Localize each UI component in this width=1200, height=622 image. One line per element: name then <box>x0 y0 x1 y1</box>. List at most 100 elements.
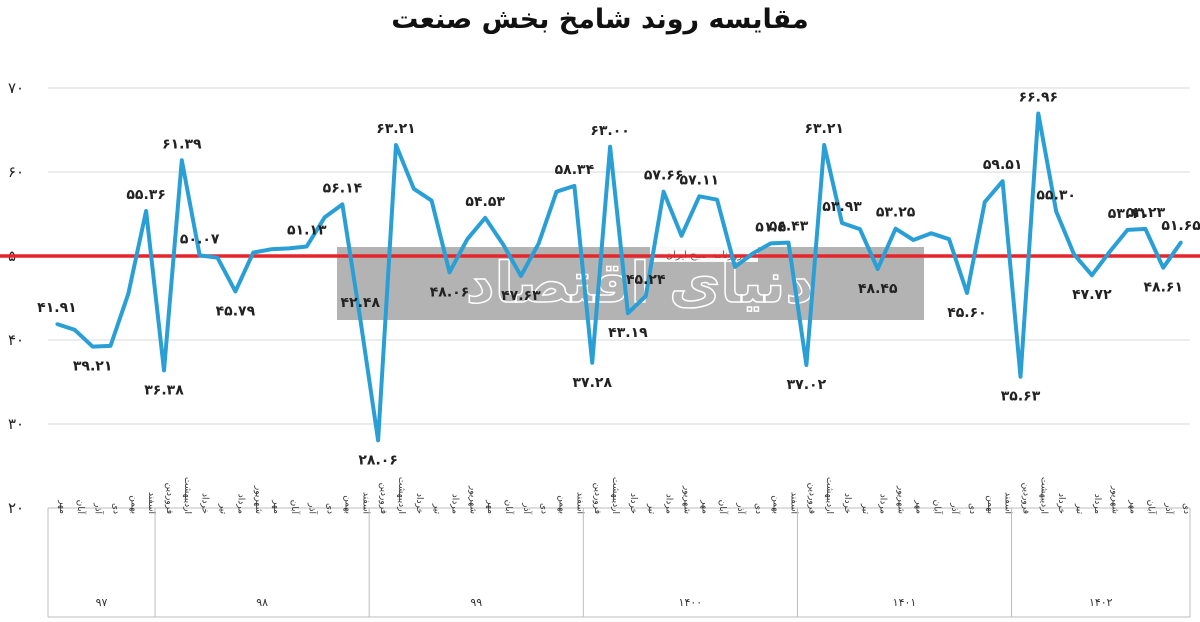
month-label: خرداد <box>200 493 210 514</box>
data-label-layer: ۴۱.۹۱ ۳۹.۲۱ ۵۵.۳۶ ۳۶.۳۸ ۶۱.۳۹ ۵۰.۰۷ ۴۵.۷۹ ۵۱.۱۳… <box>37 90 1200 469</box>
data-point <box>1072 252 1076 256</box>
month-label: خرداد <box>414 493 424 514</box>
month-label: دی <box>967 503 977 514</box>
month-label: آبان <box>717 500 729 515</box>
data-point <box>733 265 737 269</box>
data-point <box>430 199 434 203</box>
data-point <box>108 344 112 348</box>
data-label: ۴۵.۷۹ <box>216 303 256 319</box>
month-label: آبان <box>931 500 943 515</box>
month-label: تیر <box>1074 503 1084 515</box>
month-label: دی <box>753 503 763 514</box>
month-label: آبان <box>503 500 515 515</box>
month-label: مرداد <box>878 494 888 514</box>
data-label: ۶۳.۲۱ <box>376 121 416 137</box>
watermark-band <box>337 247 924 320</box>
data-point <box>55 322 59 326</box>
data-label: ۵۶.۴۳ <box>769 219 809 235</box>
data-point <box>537 241 541 245</box>
data-point <box>572 184 576 188</box>
data-label: ۵۱.۶۵ <box>1161 218 1200 234</box>
data-point <box>697 194 701 198</box>
month-label: دی <box>111 503 121 514</box>
month-label: بهمن <box>771 495 781 514</box>
data-point <box>858 227 862 231</box>
data-label: ۵۸.۳۴ <box>555 162 595 178</box>
month-label: تیر <box>646 503 656 515</box>
data-point <box>251 251 255 255</box>
y-tick-label: ۲۰ <box>8 499 24 517</box>
data-point <box>983 200 987 204</box>
month-label: شهریور <box>1110 485 1120 514</box>
data-point <box>929 231 933 235</box>
data-point <box>1126 228 1130 232</box>
data-point <box>608 145 612 149</box>
data-label: ۵۱.۱۳ <box>287 223 327 239</box>
data-point <box>465 237 469 241</box>
data-label: ۳۹.۲۱ <box>73 359 113 375</box>
month-label: مهر <box>913 499 923 514</box>
month-label: آذر <box>735 502 747 514</box>
data-point <box>822 143 826 147</box>
data-point <box>91 345 95 349</box>
chart-title: مقایسه روند شامخ بخش صنعت <box>391 4 809 35</box>
data-point <box>787 241 791 245</box>
y-tick-label: ۷۰ <box>8 79 24 97</box>
data-point <box>1090 273 1094 277</box>
data-point <box>305 245 309 249</box>
data-point <box>1001 179 1005 183</box>
data-point <box>1018 375 1022 379</box>
data-label: ۶۶.۹۶ <box>1019 90 1059 106</box>
data-label: ۴۳.۱۹ <box>608 325 648 341</box>
month-label: فروردین <box>592 483 602 514</box>
month-label: فروردین <box>1021 483 1031 514</box>
data-point <box>590 361 594 365</box>
data-point <box>662 190 666 194</box>
data-point <box>894 227 898 231</box>
month-label: آبان <box>75 500 87 515</box>
data-label: ۵۰.۰۷ <box>180 231 220 247</box>
data-point <box>144 209 148 213</box>
data-point <box>394 143 398 147</box>
data-point <box>180 158 184 162</box>
month-label: خرداد <box>1056 493 1066 514</box>
data-label: ۲۸.۰۶ <box>358 452 398 468</box>
month-label: شهریور <box>253 485 263 514</box>
month-label: مرداد <box>664 494 674 514</box>
data-point <box>483 216 487 220</box>
data-label: ۳۵.۶۳ <box>1001 389 1041 405</box>
data-label: ۵۳.۹۳ <box>822 199 862 215</box>
month-label: آذر <box>521 502 533 514</box>
series-layer <box>55 111 1183 443</box>
month-label: آذر <box>93 502 105 514</box>
data-point <box>198 253 202 257</box>
month-label: آذر <box>949 502 961 514</box>
month-label: بهمن <box>342 495 352 514</box>
year-label: ۱۴۰۲ <box>1089 596 1113 609</box>
data-label: ۴۸.۶۱ <box>1143 280 1183 296</box>
month-label: اردیبهشت <box>610 477 620 514</box>
month-label: اردیبهشت <box>396 477 406 514</box>
month-label: اردیبهشت <box>182 477 192 514</box>
month-label: مهر <box>485 499 495 514</box>
data-point <box>876 267 880 271</box>
data-point <box>447 270 451 274</box>
data-point <box>73 328 77 332</box>
data-label: ۴۱.۹۱ <box>37 300 77 316</box>
data-label: ۵۹.۵۱ <box>983 157 1023 173</box>
month-label: بهمن <box>128 495 138 514</box>
data-label: ۴۷.۷۲ <box>1072 287 1112 303</box>
month-label: فروردین <box>806 483 816 514</box>
month-label: تیر <box>860 503 870 515</box>
data-label: ۵۷.۱۱ <box>680 172 720 188</box>
x-axis-table: مهر آبان آذر دی بهمن اسفند ۹۷ فروردین اردیبهشت خر… <box>47 477 1191 618</box>
y-tick-label: ۶۰ <box>8 163 24 181</box>
month-label: شهریور <box>682 485 692 514</box>
y-tick-label: ۳۰ <box>8 415 24 433</box>
month-label: شهریور <box>896 485 906 514</box>
data-point <box>679 234 683 238</box>
data-label: ۳۷.۰۲ <box>787 377 827 393</box>
data-point <box>751 251 755 255</box>
month-label: آذر <box>307 502 319 514</box>
data-label: ۶۳.۲۱ <box>804 121 844 137</box>
